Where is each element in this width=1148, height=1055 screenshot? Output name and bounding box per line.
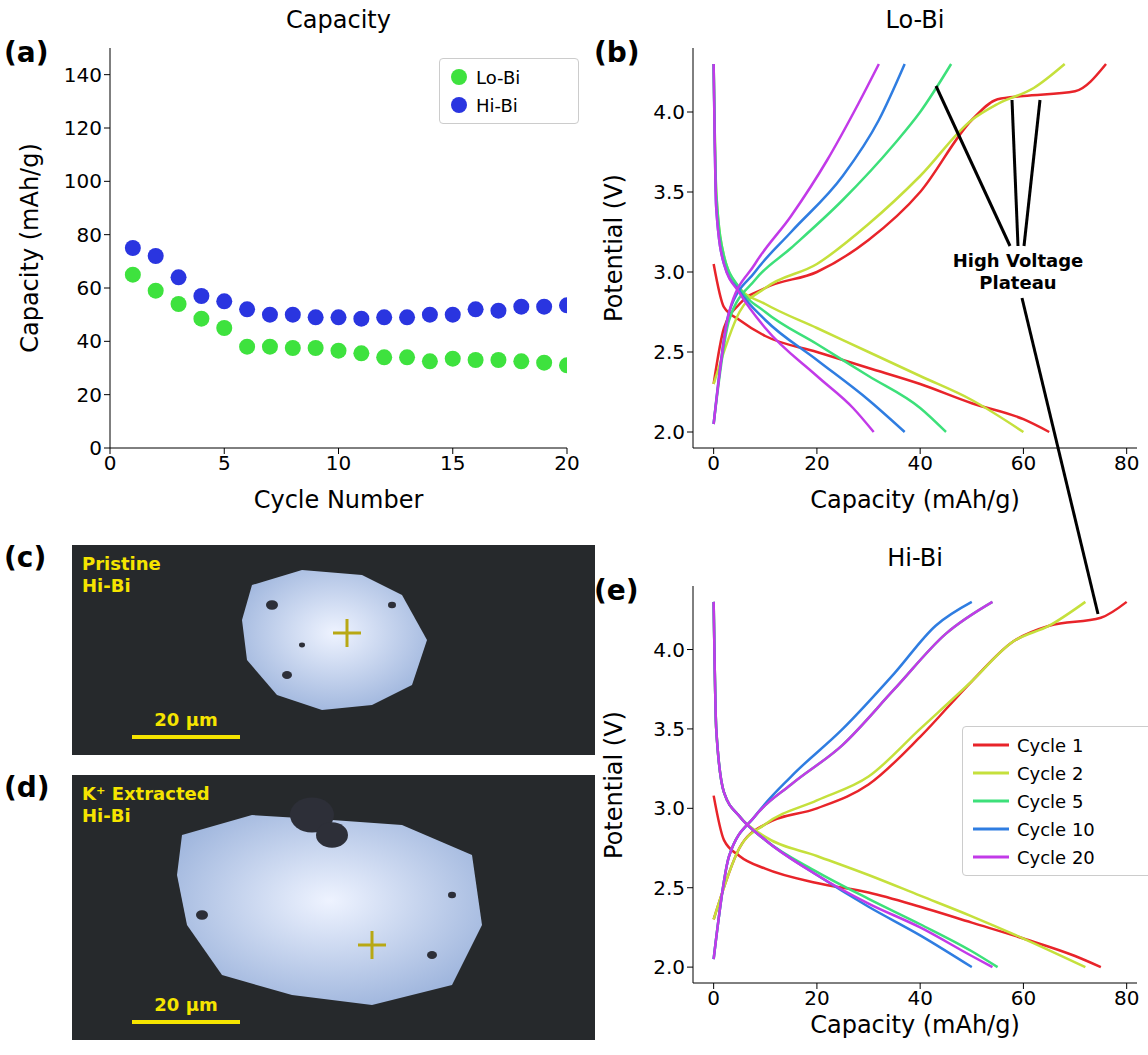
svg-text:60: 60 [1011, 451, 1036, 475]
svg-text:20: 20 [554, 451, 579, 475]
html-text:Pristine: Pristine [82, 553, 161, 574]
html-text:Lo-Bi: Lo-Bi [885, 6, 945, 34]
html-text:Potential (V): Potential (V) [600, 710, 628, 859]
svg-text:20: 20 [77, 383, 102, 407]
svg-text:2.5: 2.5 [653, 876, 685, 900]
svg-text:2.0: 2.0 [653, 955, 685, 979]
html-text:Cycle 5: Cycle 5 [1017, 790, 1084, 812]
svg-text:0: 0 [89, 436, 102, 460]
html-text:(d): (d) [4, 771, 50, 804]
html-text:K⁺ Extracted: K⁺ Extracted [82, 783, 210, 804]
html-text:Hi-Bi: Hi-Bi [82, 575, 131, 596]
html-text:Cycle 1: Cycle 1 [1017, 734, 1084, 756]
html-text:Hi-Bi: Hi-Bi [82, 805, 131, 826]
html-text:Cycle 10: Cycle 10 [1017, 818, 1095, 840]
html-text:Capacity (mAh/g): Capacity (mAh/g) [810, 486, 1020, 514]
html-text:High Voltage Plateau: High Voltage Plateau [952, 250, 1084, 293]
html-text:Potential (V): Potential (V) [600, 174, 628, 322]
svg-text:10: 10 [326, 451, 351, 475]
svg-text:0: 0 [104, 451, 117, 475]
html-text:Cycle 2: Cycle 2 [1017, 762, 1084, 784]
svg-text:4.0: 4.0 [653, 100, 685, 124]
html-text:(a): (a) [4, 36, 49, 69]
svg-text:80: 80 [1114, 451, 1139, 475]
svg-text:3.0: 3.0 [653, 260, 685, 284]
svg-text:2.0: 2.0 [653, 420, 685, 444]
html-text:(c): (c) [4, 541, 47, 574]
svg-text:0: 0 [707, 986, 720, 1010]
html-text:(b): (b) [594, 36, 640, 69]
html-text:Hi-Bi: Hi-Bi [887, 544, 943, 572]
html-text:Capacity (mAh/g): Capacity (mAh/g) [16, 143, 44, 353]
svg-text:0: 0 [707, 451, 720, 475]
svg-text:80: 80 [77, 223, 102, 247]
svg-text:120: 120 [64, 116, 102, 140]
svg-text:60: 60 [1011, 986, 1036, 1010]
svg-text:80: 80 [1114, 986, 1139, 1010]
svg-text:40: 40 [77, 329, 102, 353]
html-text:Cycle Number: Cycle Number [253, 486, 424, 514]
html-text:20 µm: 20 µm [154, 709, 218, 730]
svg-text:15: 15 [440, 451, 465, 475]
svg-text:40: 40 [907, 986, 932, 1010]
svg-text:140: 140 [64, 63, 102, 87]
svg-text:60: 60 [77, 276, 102, 300]
html-text:20 µm: 20 µm [154, 994, 218, 1015]
svg-text:3.0: 3.0 [653, 796, 685, 820]
html-text:(e): (e) [594, 574, 639, 607]
html-text:Hi-Bi: Hi-Bi [476, 94, 518, 116]
html-text:Cycle 20: Cycle 20 [1017, 846, 1095, 868]
svg-text:20: 20 [804, 451, 829, 475]
svg-text:40: 40 [907, 451, 932, 475]
svg-text:3.5: 3.5 [653, 180, 685, 204]
svg-text:100: 100 [64, 169, 102, 193]
svg-text:4.0: 4.0 [653, 638, 685, 662]
svg-text:3.5: 3.5 [653, 717, 685, 741]
svg-text:20: 20 [804, 986, 829, 1010]
svg-text:5: 5 [218, 451, 231, 475]
html-text:Lo-Bi: Lo-Bi [476, 66, 521, 88]
svg-text:2.5: 2.5 [653, 340, 685, 364]
html-text:Capacity (mAh/g): Capacity (mAh/g) [810, 1011, 1020, 1039]
html-text:Capacity: Capacity [286, 6, 391, 34]
